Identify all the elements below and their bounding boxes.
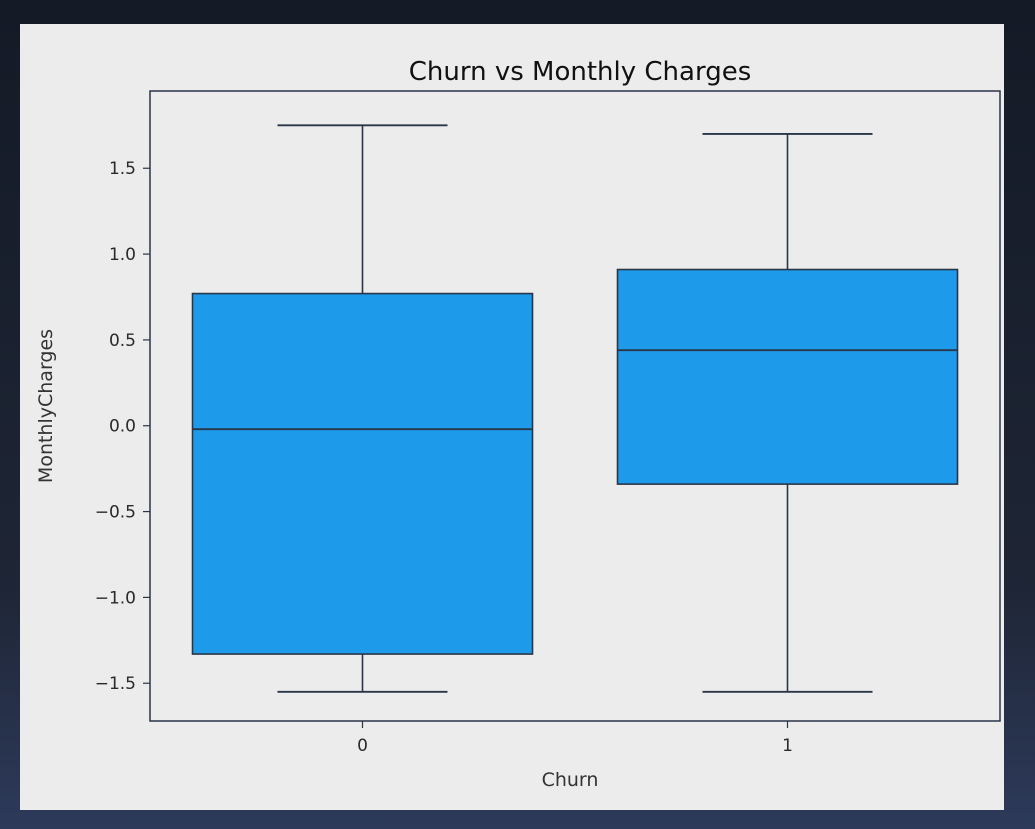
boxes-group [191, 124, 959, 693]
y-tick-label: 0.0 [109, 417, 136, 437]
y-tick-label: −1.0 [95, 588, 136, 608]
y-tick-label: −0.5 [95, 503, 136, 523]
iqr-box [191, 292, 534, 655]
y-tick-label: 1.5 [109, 159, 136, 179]
iqr-box [616, 268, 959, 485]
box-0 [191, 124, 534, 693]
x-axis-label: Churn [542, 769, 599, 791]
chart-title: Churn vs Monthly Charges [409, 57, 752, 87]
chart-figure: Churn vs Monthly Charges −1.5 −1.0 −0.5 0.0… [20, 24, 1004, 810]
box-plot-chart: Churn vs Monthly Charges −1.5 −1.0 −0.5 0.0… [35, 57, 1001, 791]
y-axis: −1.5 −1.0 −0.5 0.0 0.5 1.0 1.5 [95, 159, 150, 694]
x-tick-label: 1 [782, 736, 793, 756]
y-axis-label: MonthlyCharges [35, 329, 57, 483]
y-tick-label: 0.5 [109, 331, 136, 351]
x-tick-label: 0 [357, 736, 368, 756]
plot-area-frame [149, 90, 1001, 722]
y-tick-label: 1.0 [109, 245, 136, 265]
y-tick-label: −1.5 [95, 674, 136, 694]
box-1 [616, 133, 959, 693]
